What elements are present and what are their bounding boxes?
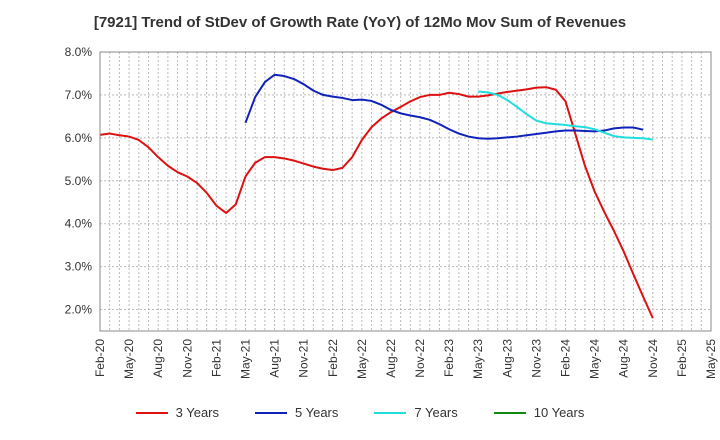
y-tick-label: 2.0% [65,303,93,317]
series-line-3-years [99,86,654,319]
legend-label: 3 Years [175,405,219,420]
y-tick-label: 5.0% [65,174,93,188]
legend: 3 Years 5 Years 7 Years 10 Years [0,405,720,420]
y-tick-label: 6.0% [65,131,93,145]
x-tick-label: May-20 [122,339,136,379]
y-tick-label: 7.0% [65,88,93,102]
legend-item: 7 Years [374,405,458,420]
x-tick-label: Feb-21 [209,339,223,377]
x-tick-label: May-24 [588,339,602,379]
x-tick-label: Feb-23 [442,339,456,377]
grid-layer [99,51,712,331]
x-tick-label: Feb-24 [559,339,573,377]
x-tick-label: Nov-20 [180,339,194,378]
x-tick-label: Feb-22 [326,339,340,377]
legend-label: 5 Years [295,405,339,420]
series-layer [99,73,654,319]
x-tick-label: Feb-25 [675,339,689,377]
x-tick-label: Aug-24 [617,339,631,378]
x-tick-label: May-23 [471,339,485,379]
x-tick-label: Aug-22 [384,339,398,378]
y-tick-label: 3.0% [65,260,93,274]
x-tick-label: Nov-23 [529,339,543,378]
legend-label: 7 Years [414,405,458,420]
chart-title: [7921] Trend of StDev of Growth Rate (Yo… [93,14,627,31]
y-axis: 8.0% 7.0% 6.0% 5.0% 4.0% 3.0% 2.0% [65,45,93,317]
legend-swatch [374,411,407,414]
series-line-5-years [244,73,644,140]
legend-item: 10 Years [493,405,585,420]
x-tick-label: Nov-24 [646,339,660,378]
x-tick-label: Nov-22 [413,339,427,378]
x-tick-label: May-25 [704,339,718,379]
x-axis: Feb-20 May-20 Aug-20 Nov-20 Feb-21 May-21 Aug-… [93,339,718,379]
x-tick-label: May-22 [355,339,369,379]
y-tick-label: 4.0% [65,217,93,231]
legend-label: 10 Years [533,405,585,420]
plot-frame [99,51,712,332]
legend-swatch [493,411,526,414]
legend-item: 3 Years [135,405,219,420]
x-tick-label: Aug-20 [151,339,165,378]
x-tick-label: Aug-23 [500,339,514,378]
x-tick-label: Feb-20 [93,339,107,377]
legend-swatch [255,411,287,414]
y-tick-label: 8.0% [65,45,93,59]
x-tick-label: May-21 [238,339,252,379]
legend-item: 5 Years [255,405,338,420]
x-tick-label: Aug-21 [268,339,282,378]
x-tick-label: Nov-21 [297,339,311,378]
legend-swatch [135,411,168,414]
series-line-7-years [478,90,653,141]
